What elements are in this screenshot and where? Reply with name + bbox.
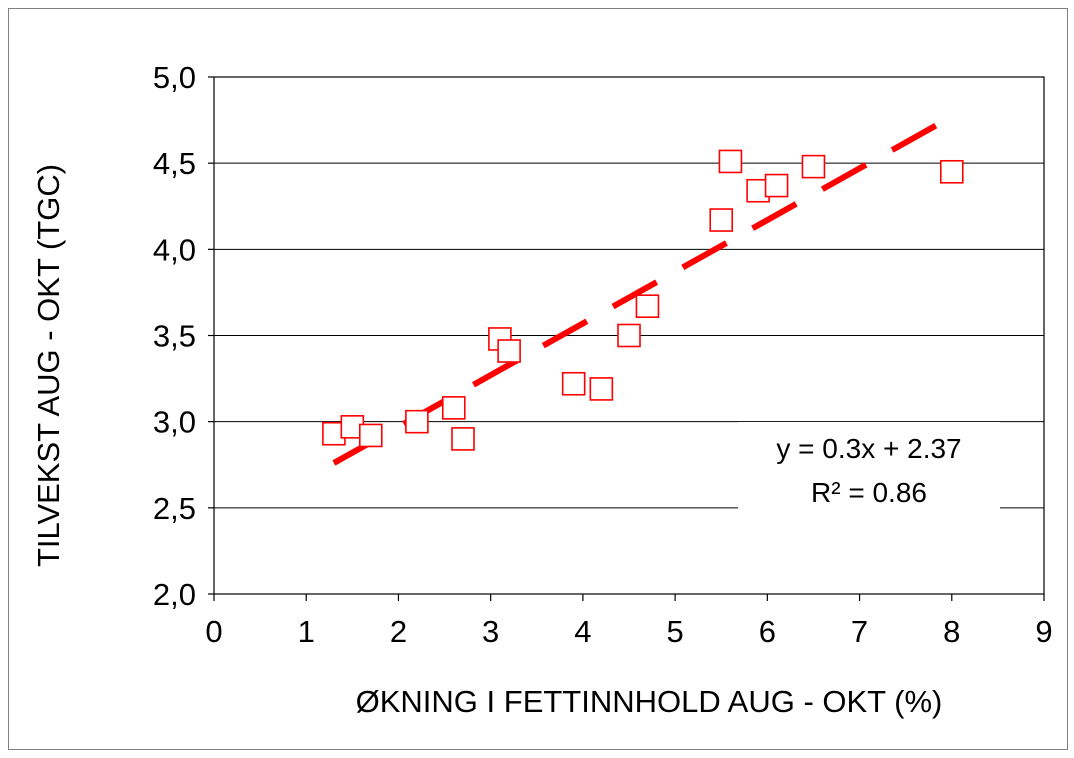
data-point [451, 427, 475, 451]
data-point [801, 154, 826, 179]
x-tick-label: 4 [574, 614, 591, 649]
data-point [358, 423, 383, 448]
r-squared-label: R² = 0.86 [811, 477, 927, 508]
y-tick-label: 2,5 [153, 491, 196, 526]
data-point [589, 377, 614, 401]
x-tick-label: 1 [298, 614, 315, 649]
x-tick-label: 8 [943, 614, 960, 649]
data-point [709, 208, 734, 232]
data-point [718, 149, 743, 174]
data-point [635, 294, 660, 319]
x-tick-label: 2 [390, 614, 407, 649]
trendline [332, 114, 954, 466]
x-tick-label: 7 [851, 614, 868, 649]
trendline-group [332, 114, 954, 466]
x-tick-label: 9 [1035, 614, 1052, 649]
y-tick-label: 4,5 [153, 146, 196, 181]
trendline-equation: y = 0.3x + 2.37 [776, 433, 961, 464]
x-tick-label: 5 [666, 614, 683, 649]
data-point [497, 339, 521, 363]
x-tick-label: 0 [205, 614, 222, 649]
y-tick-label: 4,0 [153, 232, 196, 267]
data-point [441, 396, 466, 420]
chart-frame [8, 8, 1068, 750]
y-tick-label: 2,0 [153, 577, 196, 612]
equation-background [738, 422, 1000, 514]
equation-box: y = 0.3x + 2.37 R² = 0.86 [738, 422, 1000, 514]
data-point [764, 173, 789, 198]
y-axis-title: TILVEKST AUG - OKT (TGC) [31, 164, 66, 567]
x-tick-label: 3 [482, 614, 499, 649]
data-point [939, 159, 964, 184]
data-point [405, 409, 429, 434]
y-tick-label: 3,0 [153, 405, 196, 440]
y-tick-label: 5,0 [153, 60, 196, 95]
data-point [617, 323, 641, 348]
x-tick-label: 6 [759, 614, 776, 649]
data-points [322, 149, 964, 451]
data-point [561, 371, 586, 396]
x-axis-title: ØKNING I FETTINNHOLD AUG - OKT (%) [356, 684, 943, 719]
axes: 2,0 2,5 3,0 3,5 4,0 4,5 5,0 0 1 2 3 4 5 6 7 8 9 [153, 60, 1053, 649]
y-tick-label: 3,5 [153, 319, 196, 354]
